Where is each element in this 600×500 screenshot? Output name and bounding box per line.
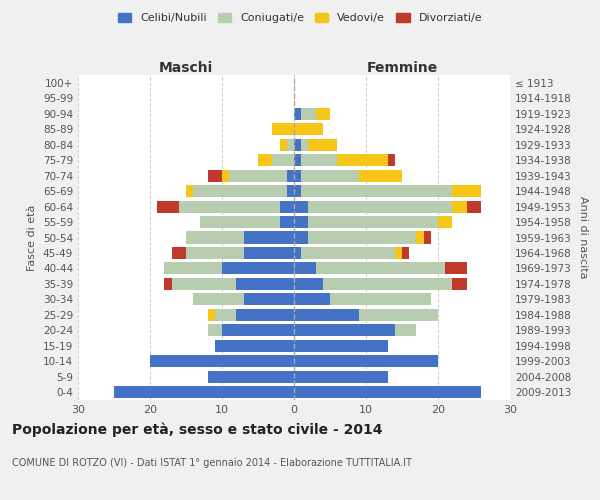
- Bar: [301, 247, 395, 259]
- Bar: [452, 200, 467, 212]
- Bar: [215, 340, 294, 352]
- Bar: [294, 324, 395, 336]
- Bar: [301, 138, 308, 150]
- Text: Popolazione per età, sesso e stato civile - 2014: Popolazione per età, sesso e stato civil…: [12, 422, 383, 437]
- Bar: [308, 232, 416, 243]
- Bar: [215, 309, 236, 321]
- Bar: [294, 371, 388, 383]
- Bar: [294, 170, 301, 181]
- Bar: [294, 154, 301, 166]
- Bar: [308, 216, 438, 228]
- Bar: [316, 108, 330, 120]
- Bar: [157, 200, 179, 212]
- Y-axis label: Anni di nascita: Anni di nascita: [578, 196, 588, 279]
- Bar: [200, 216, 280, 228]
- Bar: [301, 170, 359, 181]
- Bar: [222, 170, 229, 181]
- Bar: [467, 200, 481, 212]
- Bar: [294, 386, 481, 398]
- Bar: [280, 138, 287, 150]
- Bar: [179, 200, 280, 212]
- Bar: [445, 262, 467, 274]
- Bar: [208, 170, 222, 181]
- Bar: [193, 185, 287, 197]
- Bar: [395, 247, 402, 259]
- Bar: [294, 123, 323, 135]
- Bar: [208, 309, 215, 321]
- Bar: [186, 185, 193, 197]
- Bar: [330, 294, 431, 306]
- Bar: [294, 340, 388, 352]
- Bar: [280, 200, 294, 212]
- Bar: [164, 278, 172, 290]
- Bar: [294, 138, 301, 150]
- Bar: [258, 154, 272, 166]
- Bar: [287, 185, 294, 197]
- Bar: [222, 324, 294, 336]
- Bar: [244, 247, 294, 259]
- Bar: [388, 154, 395, 166]
- Bar: [164, 262, 222, 274]
- Bar: [193, 294, 244, 306]
- Bar: [424, 232, 431, 243]
- Bar: [222, 262, 294, 274]
- Bar: [301, 154, 337, 166]
- Bar: [294, 108, 301, 120]
- Bar: [452, 278, 467, 290]
- Bar: [229, 170, 287, 181]
- Bar: [294, 200, 308, 212]
- Bar: [452, 185, 481, 197]
- Text: COMUNE DI ROTZO (VI) - Dati ISTAT 1° gennaio 2014 - Elaborazione TUTTITALIA.IT: COMUNE DI ROTZO (VI) - Dati ISTAT 1° gen…: [12, 458, 412, 468]
- Bar: [287, 170, 294, 181]
- Bar: [244, 294, 294, 306]
- Bar: [172, 247, 186, 259]
- Bar: [294, 262, 316, 274]
- Bar: [438, 216, 452, 228]
- Bar: [236, 309, 294, 321]
- Bar: [337, 154, 388, 166]
- Bar: [280, 216, 294, 228]
- Bar: [272, 154, 294, 166]
- Bar: [244, 232, 294, 243]
- Legend: Celibi/Nubili, Coniugati/e, Vedovi/e, Divorziati/e: Celibi/Nubili, Coniugati/e, Vedovi/e, Di…: [113, 8, 487, 28]
- Bar: [294, 309, 359, 321]
- Bar: [186, 232, 244, 243]
- Bar: [294, 232, 308, 243]
- Bar: [323, 278, 452, 290]
- Bar: [294, 247, 301, 259]
- Bar: [402, 247, 409, 259]
- Bar: [294, 216, 308, 228]
- Bar: [294, 294, 330, 306]
- Bar: [172, 278, 236, 290]
- Text: Maschi: Maschi: [159, 61, 213, 75]
- Y-axis label: Fasce di età: Fasce di età: [28, 204, 37, 270]
- Bar: [308, 200, 452, 212]
- Bar: [395, 324, 416, 336]
- Bar: [294, 185, 301, 197]
- Bar: [308, 138, 337, 150]
- Bar: [359, 170, 402, 181]
- Bar: [359, 309, 438, 321]
- Bar: [301, 185, 452, 197]
- Bar: [294, 278, 323, 290]
- Text: Femmine: Femmine: [367, 61, 437, 75]
- Bar: [287, 138, 294, 150]
- Bar: [208, 371, 294, 383]
- Bar: [301, 108, 316, 120]
- Bar: [294, 356, 438, 368]
- Bar: [186, 247, 244, 259]
- Bar: [208, 324, 222, 336]
- Bar: [416, 232, 424, 243]
- Bar: [316, 262, 445, 274]
- Bar: [236, 278, 294, 290]
- Bar: [114, 386, 294, 398]
- Bar: [272, 123, 294, 135]
- Bar: [150, 356, 294, 368]
